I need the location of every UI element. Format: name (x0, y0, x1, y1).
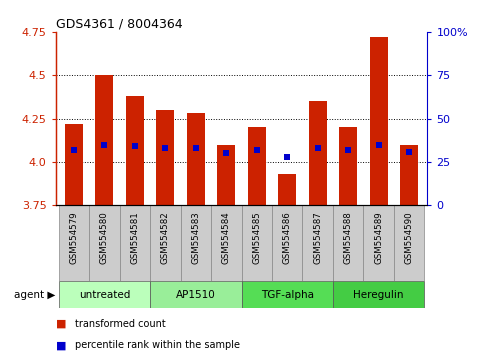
Bar (394, 205, 425, 281)
Text: percentile rank within the sample: percentile rank within the sample (75, 340, 240, 350)
Bar (211, 205, 242, 281)
Point (314, 145, 322, 151)
Text: GSM554587: GSM554587 (313, 211, 322, 264)
Bar (400, 145, 418, 205)
Bar (150, 281, 242, 308)
Point (70, 147, 78, 153)
Text: TGF-alpha: TGF-alpha (261, 290, 314, 300)
Bar (65, 124, 83, 205)
Text: transformed count: transformed count (75, 319, 166, 329)
Text: GSM554584: GSM554584 (222, 211, 231, 264)
Bar (120, 205, 150, 281)
Bar (126, 96, 144, 205)
Bar (302, 205, 333, 281)
Bar (181, 205, 211, 281)
Text: GSM554590: GSM554590 (405, 211, 413, 264)
Point (161, 145, 169, 151)
Bar (89, 205, 120, 281)
Bar (333, 281, 425, 308)
Text: GSM554585: GSM554585 (252, 211, 261, 264)
Point (192, 145, 199, 151)
Text: GSM554580: GSM554580 (100, 211, 109, 264)
Text: GSM554589: GSM554589 (374, 211, 383, 264)
Point (375, 142, 383, 148)
Point (253, 147, 261, 153)
Text: GSM554588: GSM554588 (344, 211, 353, 264)
Bar (272, 205, 302, 281)
Text: GSM554581: GSM554581 (130, 211, 139, 264)
Bar (156, 110, 174, 205)
Text: untreated: untreated (79, 290, 130, 300)
Bar (150, 205, 181, 281)
Text: ■: ■ (56, 340, 66, 350)
Bar (186, 113, 205, 205)
Bar (242, 205, 272, 281)
Point (405, 149, 413, 154)
Text: agent ▶: agent ▶ (14, 290, 55, 300)
Bar (363, 205, 394, 281)
Text: AP1510: AP1510 (176, 290, 215, 300)
Text: GSM554586: GSM554586 (283, 211, 292, 264)
Bar (58, 281, 150, 308)
Point (100, 142, 108, 148)
Text: Heregulin: Heregulin (354, 290, 404, 300)
Bar (309, 101, 327, 205)
Text: ■: ■ (56, 319, 66, 329)
Point (284, 154, 291, 160)
Bar (339, 127, 357, 205)
Bar (369, 37, 388, 205)
Point (344, 147, 352, 153)
Point (222, 150, 230, 156)
Bar (248, 127, 266, 205)
Bar (333, 205, 363, 281)
Text: GDS4361 / 8004364: GDS4361 / 8004364 (56, 18, 182, 31)
Bar (217, 145, 235, 205)
Text: GSM554583: GSM554583 (191, 211, 200, 264)
Bar (58, 205, 89, 281)
Bar (242, 281, 333, 308)
Bar (95, 75, 114, 205)
Point (131, 143, 139, 149)
Text: GSM554582: GSM554582 (161, 211, 170, 264)
Bar (278, 174, 297, 205)
Text: GSM554579: GSM554579 (70, 211, 78, 264)
